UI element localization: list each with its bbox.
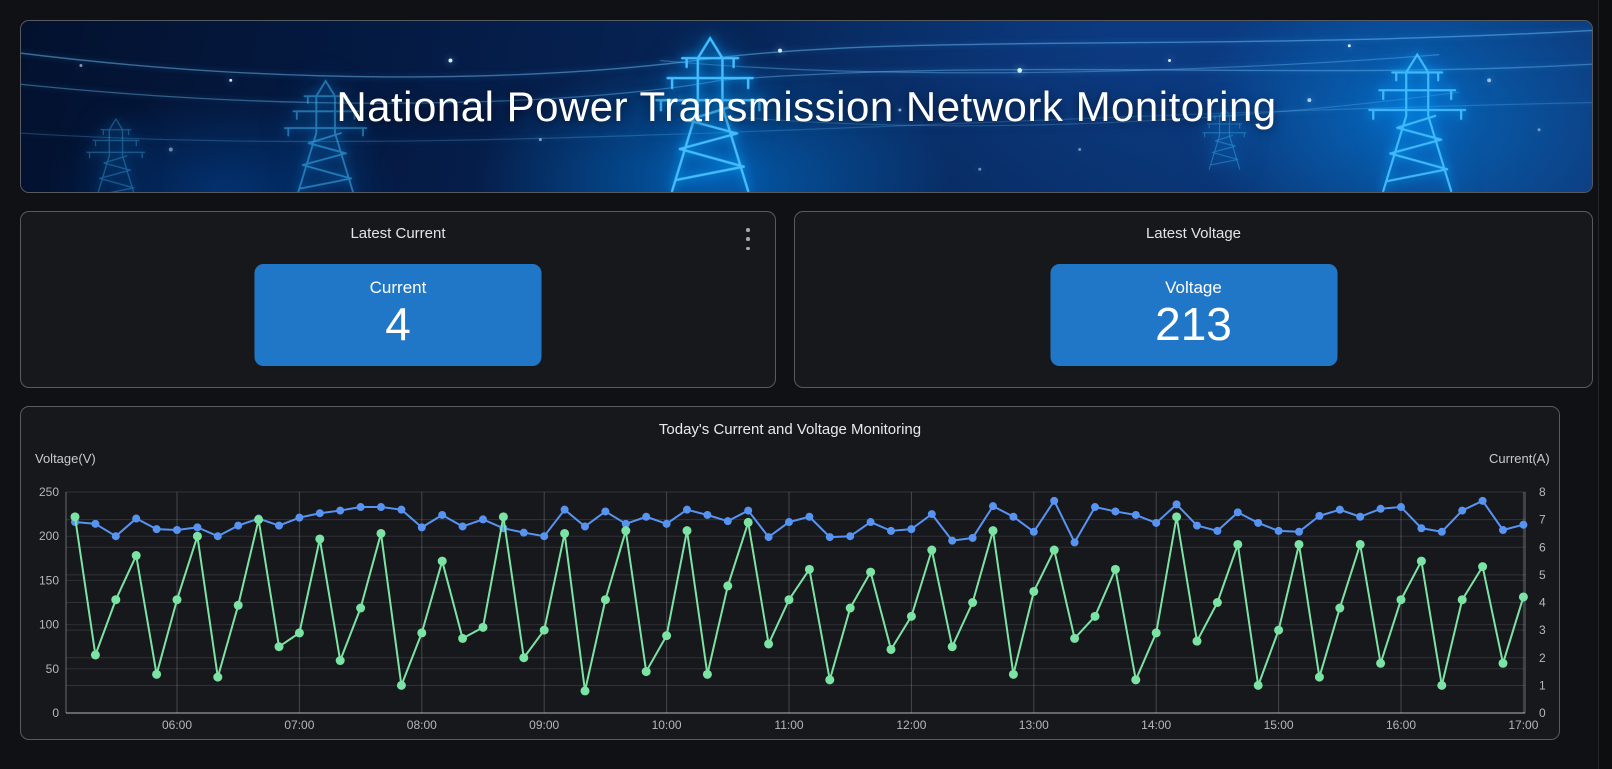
panel-menu-kebab-icon[interactable]: [741, 228, 755, 250]
svg-text:8: 8: [1539, 485, 1546, 499]
svg-text:08:00: 08:00: [407, 718, 437, 732]
svg-text:10:00: 10:00: [652, 718, 682, 732]
svg-text:Current(A): Current(A): [1489, 451, 1550, 466]
svg-text:100: 100: [39, 618, 59, 632]
svg-text:4: 4: [1539, 596, 1546, 610]
light-sparkles: [79, 44, 1541, 171]
timeseries-chart-canvas[interactable]: 0 50 100 150 200 250 0 1 2 3 4 5 6 7 8 06:00 07:00 08:00 0…: [21, 407, 1559, 738]
stat-card-current: Current 4: [254, 264, 542, 366]
chart-panel: Today's Current and Voltage Monitoring 0…: [20, 406, 1560, 740]
svg-text:2: 2: [1539, 651, 1546, 665]
stat-card-current-label: Current: [369, 277, 427, 297]
svg-text:0: 0: [1539, 706, 1546, 720]
svg-text:7: 7: [1539, 513, 1546, 527]
stat-panel-voltage-title[interactable]: Latest Voltage: [1145, 225, 1242, 242]
svg-text:5: 5: [1539, 568, 1546, 582]
stat-panel-voltage: Latest Voltage Voltage 213: [794, 211, 1593, 388]
svg-text:1: 1: [1539, 678, 1546, 692]
stat-panel-current: Latest Current Current 4: [20, 211, 776, 388]
svg-text:50: 50: [46, 662, 60, 676]
stat-card-current-value: 4: [385, 297, 411, 350]
svg-text:06:00: 06:00: [162, 718, 192, 732]
svg-text:11:00: 11:00: [774, 718, 803, 732]
svg-text:12:00: 12:00: [896, 718, 926, 732]
page-title: National Power Transmission Network Moni…: [336, 82, 1277, 130]
svg-text:200: 200: [39, 529, 59, 543]
svg-text:6: 6: [1539, 540, 1546, 554]
svg-text:07:00: 07:00: [284, 718, 314, 732]
svg-text:09:00: 09:00: [529, 718, 559, 732]
chart-title[interactable]: Today's Current and Voltage Monitoring: [658, 421, 922, 438]
svg-text:Voltage(V): Voltage(V): [35, 451, 96, 466]
svg-text:17:00: 17:00: [1508, 718, 1538, 732]
header-panel: National Power Transmission Network Moni…: [20, 20, 1593, 193]
power-towers-graphic: [21, 29, 1592, 192]
svg-text:15:00: 15:00: [1264, 718, 1294, 732]
svg-text:150: 150: [39, 573, 59, 587]
svg-text:250: 250: [39, 485, 59, 499]
svg-text:0: 0: [52, 706, 59, 720]
stat-card-voltage-label: Voltage: [1165, 277, 1222, 297]
stat-card-voltage: Voltage 213: [1050, 264, 1337, 366]
svg-text:14:00: 14:00: [1141, 718, 1171, 732]
page-scrollbar[interactable]: [1598, 0, 1612, 769]
svg-text:16:00: 16:00: [1386, 718, 1416, 732]
header-background: [21, 21, 1592, 192]
svg-text:13:00: 13:00: [1019, 718, 1049, 732]
svg-text:3: 3: [1539, 623, 1546, 637]
stat-panel-current-title[interactable]: Latest Current: [350, 225, 446, 242]
stat-card-voltage-value: 213: [1155, 297, 1232, 350]
